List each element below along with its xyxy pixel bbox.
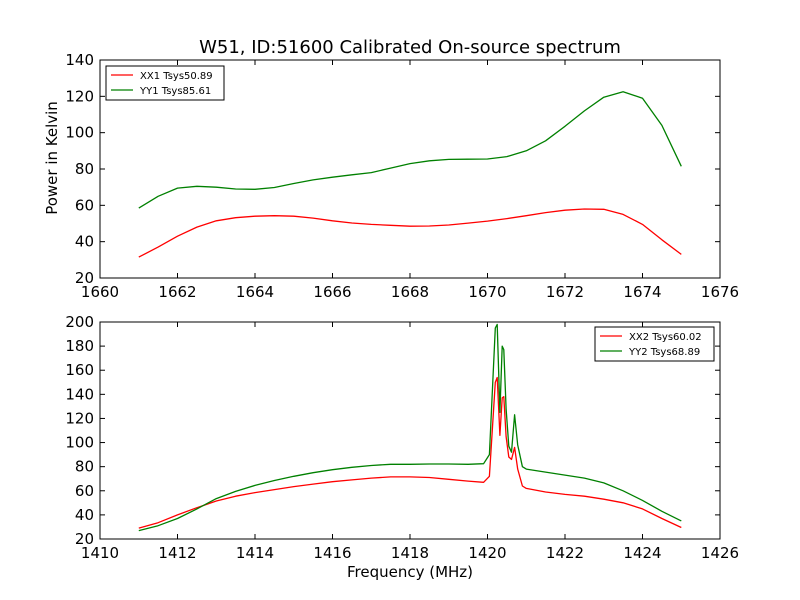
top-y-axis-label: Power in Kelvin bbox=[43, 101, 61, 215]
bottom-y-tick-label: 40 bbox=[75, 506, 94, 524]
bottom-x-axis-label: Frequency (MHz) bbox=[347, 563, 473, 581]
bottom-x-tick-label: 1418 bbox=[391, 544, 429, 562]
top-x-tick-label: 1676 bbox=[701, 283, 739, 301]
bottom-ticks: 1410 1412 1414 1416 1418 1420 1422 1424 1426 20 40… bbox=[65, 313, 739, 562]
bottom-x-tick-label: 1410 bbox=[81, 544, 119, 562]
bottom-y-tick-label: 60 bbox=[75, 482, 94, 500]
bottom-y-tick-label: 120 bbox=[65, 409, 94, 427]
top-x-tick-label: 1664 bbox=[236, 283, 274, 301]
top-x-tick-label: 1660 bbox=[81, 283, 119, 301]
top-y-tick-label: 20 bbox=[75, 269, 94, 287]
bottom-legend: XX2 Tsys60.02 YY2 Tsys68.89 bbox=[594, 326, 715, 362]
bottom-x-tick-label: 1414 bbox=[236, 544, 274, 562]
top-x-tick-label: 1666 bbox=[313, 283, 351, 301]
bottom-y-tick-label: 200 bbox=[65, 313, 94, 331]
top-x-tick-label: 1672 bbox=[546, 283, 584, 301]
top-x-tick-label: 1662 bbox=[158, 283, 196, 301]
top-y-tick-label: 140 bbox=[65, 51, 94, 69]
top-series-line-2 bbox=[138, 91, 682, 209]
top-legend-label-1: XX1 Tsys50.89 bbox=[140, 71, 213, 82]
bottom-y-tick-label: 80 bbox=[75, 458, 94, 476]
bottom-y-tick-label: 100 bbox=[65, 434, 94, 452]
top-legend-label-2: YY1 Tsys85.61 bbox=[139, 86, 211, 97]
top-y-tick-label: 100 bbox=[65, 124, 94, 142]
top-legend-box bbox=[105, 65, 225, 101]
top-axes-frame bbox=[99, 59, 721, 279]
top-y-tick-label: 80 bbox=[75, 160, 94, 178]
bottom-x-tick-label: 1420 bbox=[468, 544, 506, 562]
bottom-y-tick-label: 140 bbox=[65, 385, 94, 403]
top-x-tick-label: 1670 bbox=[468, 283, 506, 301]
bottom-x-tick-label: 1424 bbox=[623, 544, 661, 562]
top-ticks: 1660 1662 1664 1666 1668 1670 1672 1674 1676 20 40… bbox=[65, 51, 739, 301]
bottom-legend-label-1: XX2 Tsys60.02 bbox=[629, 332, 702, 343]
top-y-tick-label: 120 bbox=[65, 87, 94, 105]
bottom-plot-area bbox=[138, 323, 682, 532]
bottom-legend-label-2: YY2 Tsys68.89 bbox=[628, 347, 700, 358]
bottom-x-tick-label: 1426 bbox=[701, 544, 739, 562]
bottom-x-tick-label: 1412 bbox=[158, 544, 196, 562]
top-series-line-1 bbox=[138, 208, 682, 258]
bottom-subplot: Frequency (MHz) 1410 1412 1414 1416 1418 1420… bbox=[65, 313, 739, 581]
top-legend: XX1 Tsys50.89 YY1 Tsys85.61 bbox=[105, 65, 225, 101]
bottom-x-tick-label: 1422 bbox=[546, 544, 584, 562]
top-subplot: W51, ID:51600 Calibrated On-source spect… bbox=[43, 37, 739, 301]
bottom-y-tick-label: 160 bbox=[65, 361, 94, 379]
bottom-axes-frame bbox=[99, 321, 721, 540]
bottom-series-line-1 bbox=[138, 376, 682, 529]
top-plot-area bbox=[138, 91, 682, 258]
top-x-tick-label: 1674 bbox=[623, 283, 661, 301]
top-y-tick-label: 40 bbox=[75, 233, 94, 251]
bottom-y-tick-label: 180 bbox=[65, 337, 94, 355]
chart-title: W51, ID:51600 Calibrated On-source spect… bbox=[199, 37, 621, 58]
top-x-tick-label: 1668 bbox=[391, 283, 429, 301]
bottom-y-tick-label: 20 bbox=[75, 530, 94, 548]
bottom-legend-box bbox=[594, 326, 715, 362]
top-y-tick-label: 60 bbox=[75, 196, 94, 214]
bottom-series-line-2 bbox=[138, 323, 682, 532]
bottom-x-tick-label: 1416 bbox=[313, 544, 351, 562]
